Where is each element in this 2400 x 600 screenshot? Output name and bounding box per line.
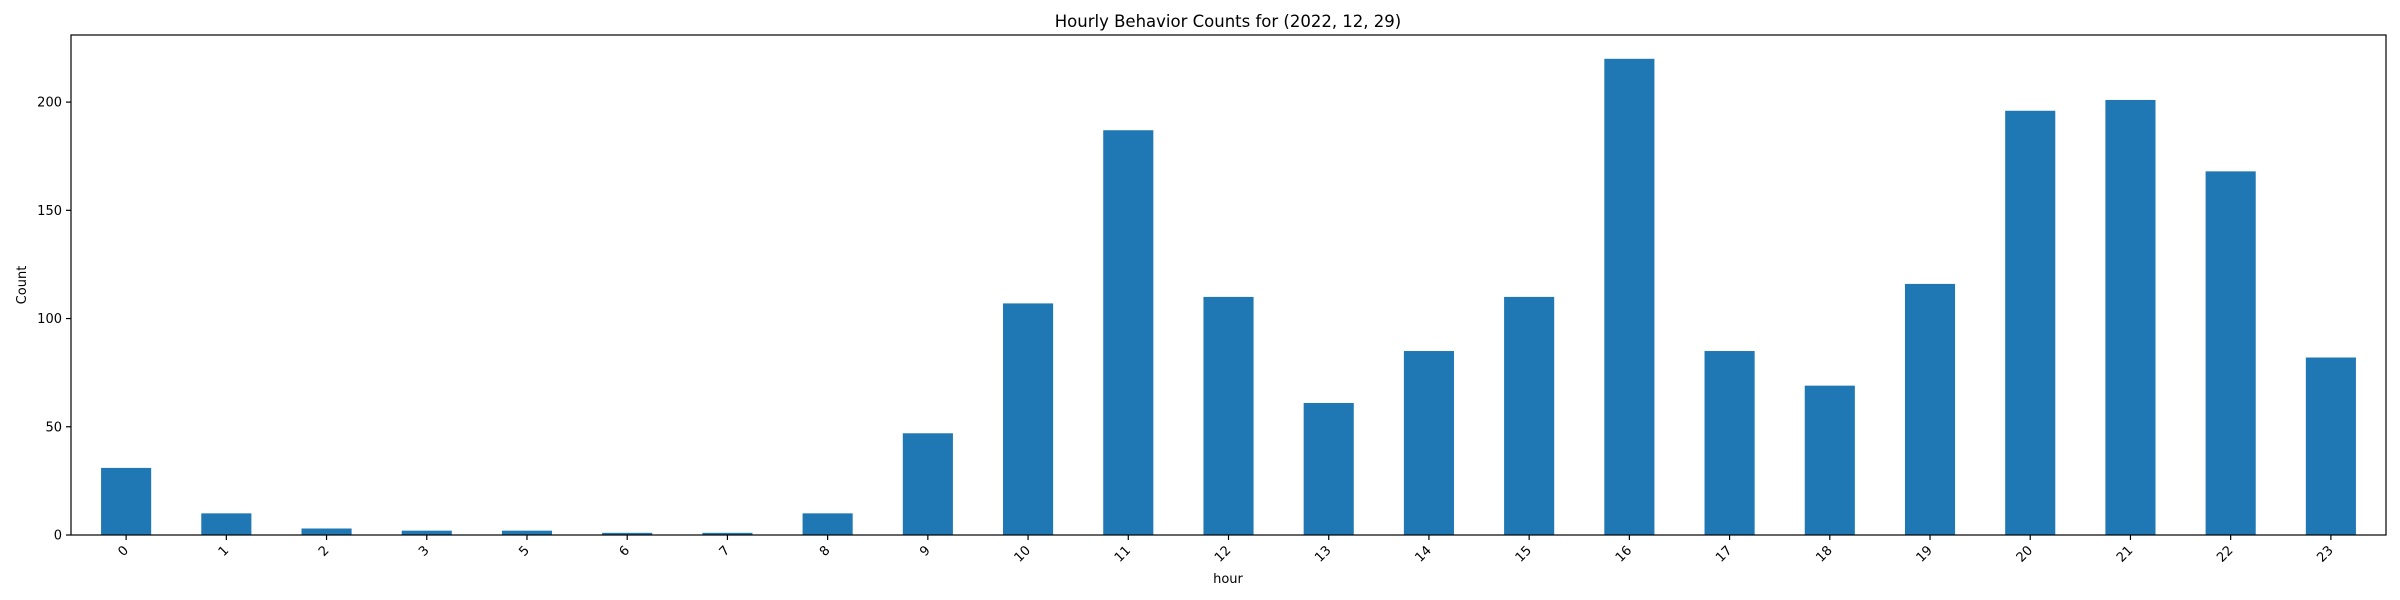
bar-hour-14 bbox=[1403, 351, 1454, 535]
chart-title: Hourly Behavior Counts for (2022, 12, 29… bbox=[1055, 12, 1401, 31]
y-tick-label: 100 bbox=[37, 312, 62, 327]
bar-hour-19 bbox=[1904, 283, 1956, 535]
bar-hour-18 bbox=[1804, 385, 1855, 535]
bar-hour-7 bbox=[702, 532, 753, 535]
bar-hour-20 bbox=[2005, 110, 2056, 535]
bar-hour-6 bbox=[602, 532, 653, 535]
bar-hour-3 bbox=[401, 530, 452, 535]
bar-hour-11 bbox=[1103, 130, 1154, 536]
y-tick-label: 150 bbox=[37, 204, 62, 219]
bar-hour-17 bbox=[1704, 351, 1755, 535]
x-axis-ticks: 0 1 2 3 5 6 7 8 9 10 11 12 13 14 15 16 17 18 19 20 21 22 23 bbox=[115, 535, 2337, 566]
y-tick-label: 50 bbox=[45, 420, 62, 435]
bar-hour-13 bbox=[1303, 402, 1354, 535]
bar-hour-16 bbox=[1604, 58, 1655, 536]
bar-hour-10 bbox=[1003, 303, 1054, 535]
y-tick-label: 0 bbox=[54, 529, 62, 544]
bar-hour-22 bbox=[2205, 171, 2256, 536]
bar-hour-8 bbox=[802, 513, 853, 535]
y-axis-ticks: 0 50 100 150 200 bbox=[37, 96, 71, 544]
x-axis-label: hour bbox=[1213, 572, 1243, 587]
bar-hour-15 bbox=[1504, 296, 1555, 535]
bar-hour-21 bbox=[2105, 99, 2156, 535]
bar-hour-5 bbox=[501, 530, 553, 535]
bar-hour-9 bbox=[902, 433, 953, 535]
plot-area-frame bbox=[70, 34, 2387, 536]
y-axis-label: Count bbox=[15, 266, 30, 305]
bar-hour-12 bbox=[1203, 296, 1254, 535]
bar-hour-2 bbox=[301, 528, 352, 535]
y-tick-label: 200 bbox=[37, 96, 62, 111]
bar-hour-0 bbox=[101, 467, 152, 535]
bar-hour-1 bbox=[201, 513, 252, 535]
bars-group bbox=[101, 58, 2356, 536]
bar-hour-23 bbox=[2305, 357, 2356, 535]
